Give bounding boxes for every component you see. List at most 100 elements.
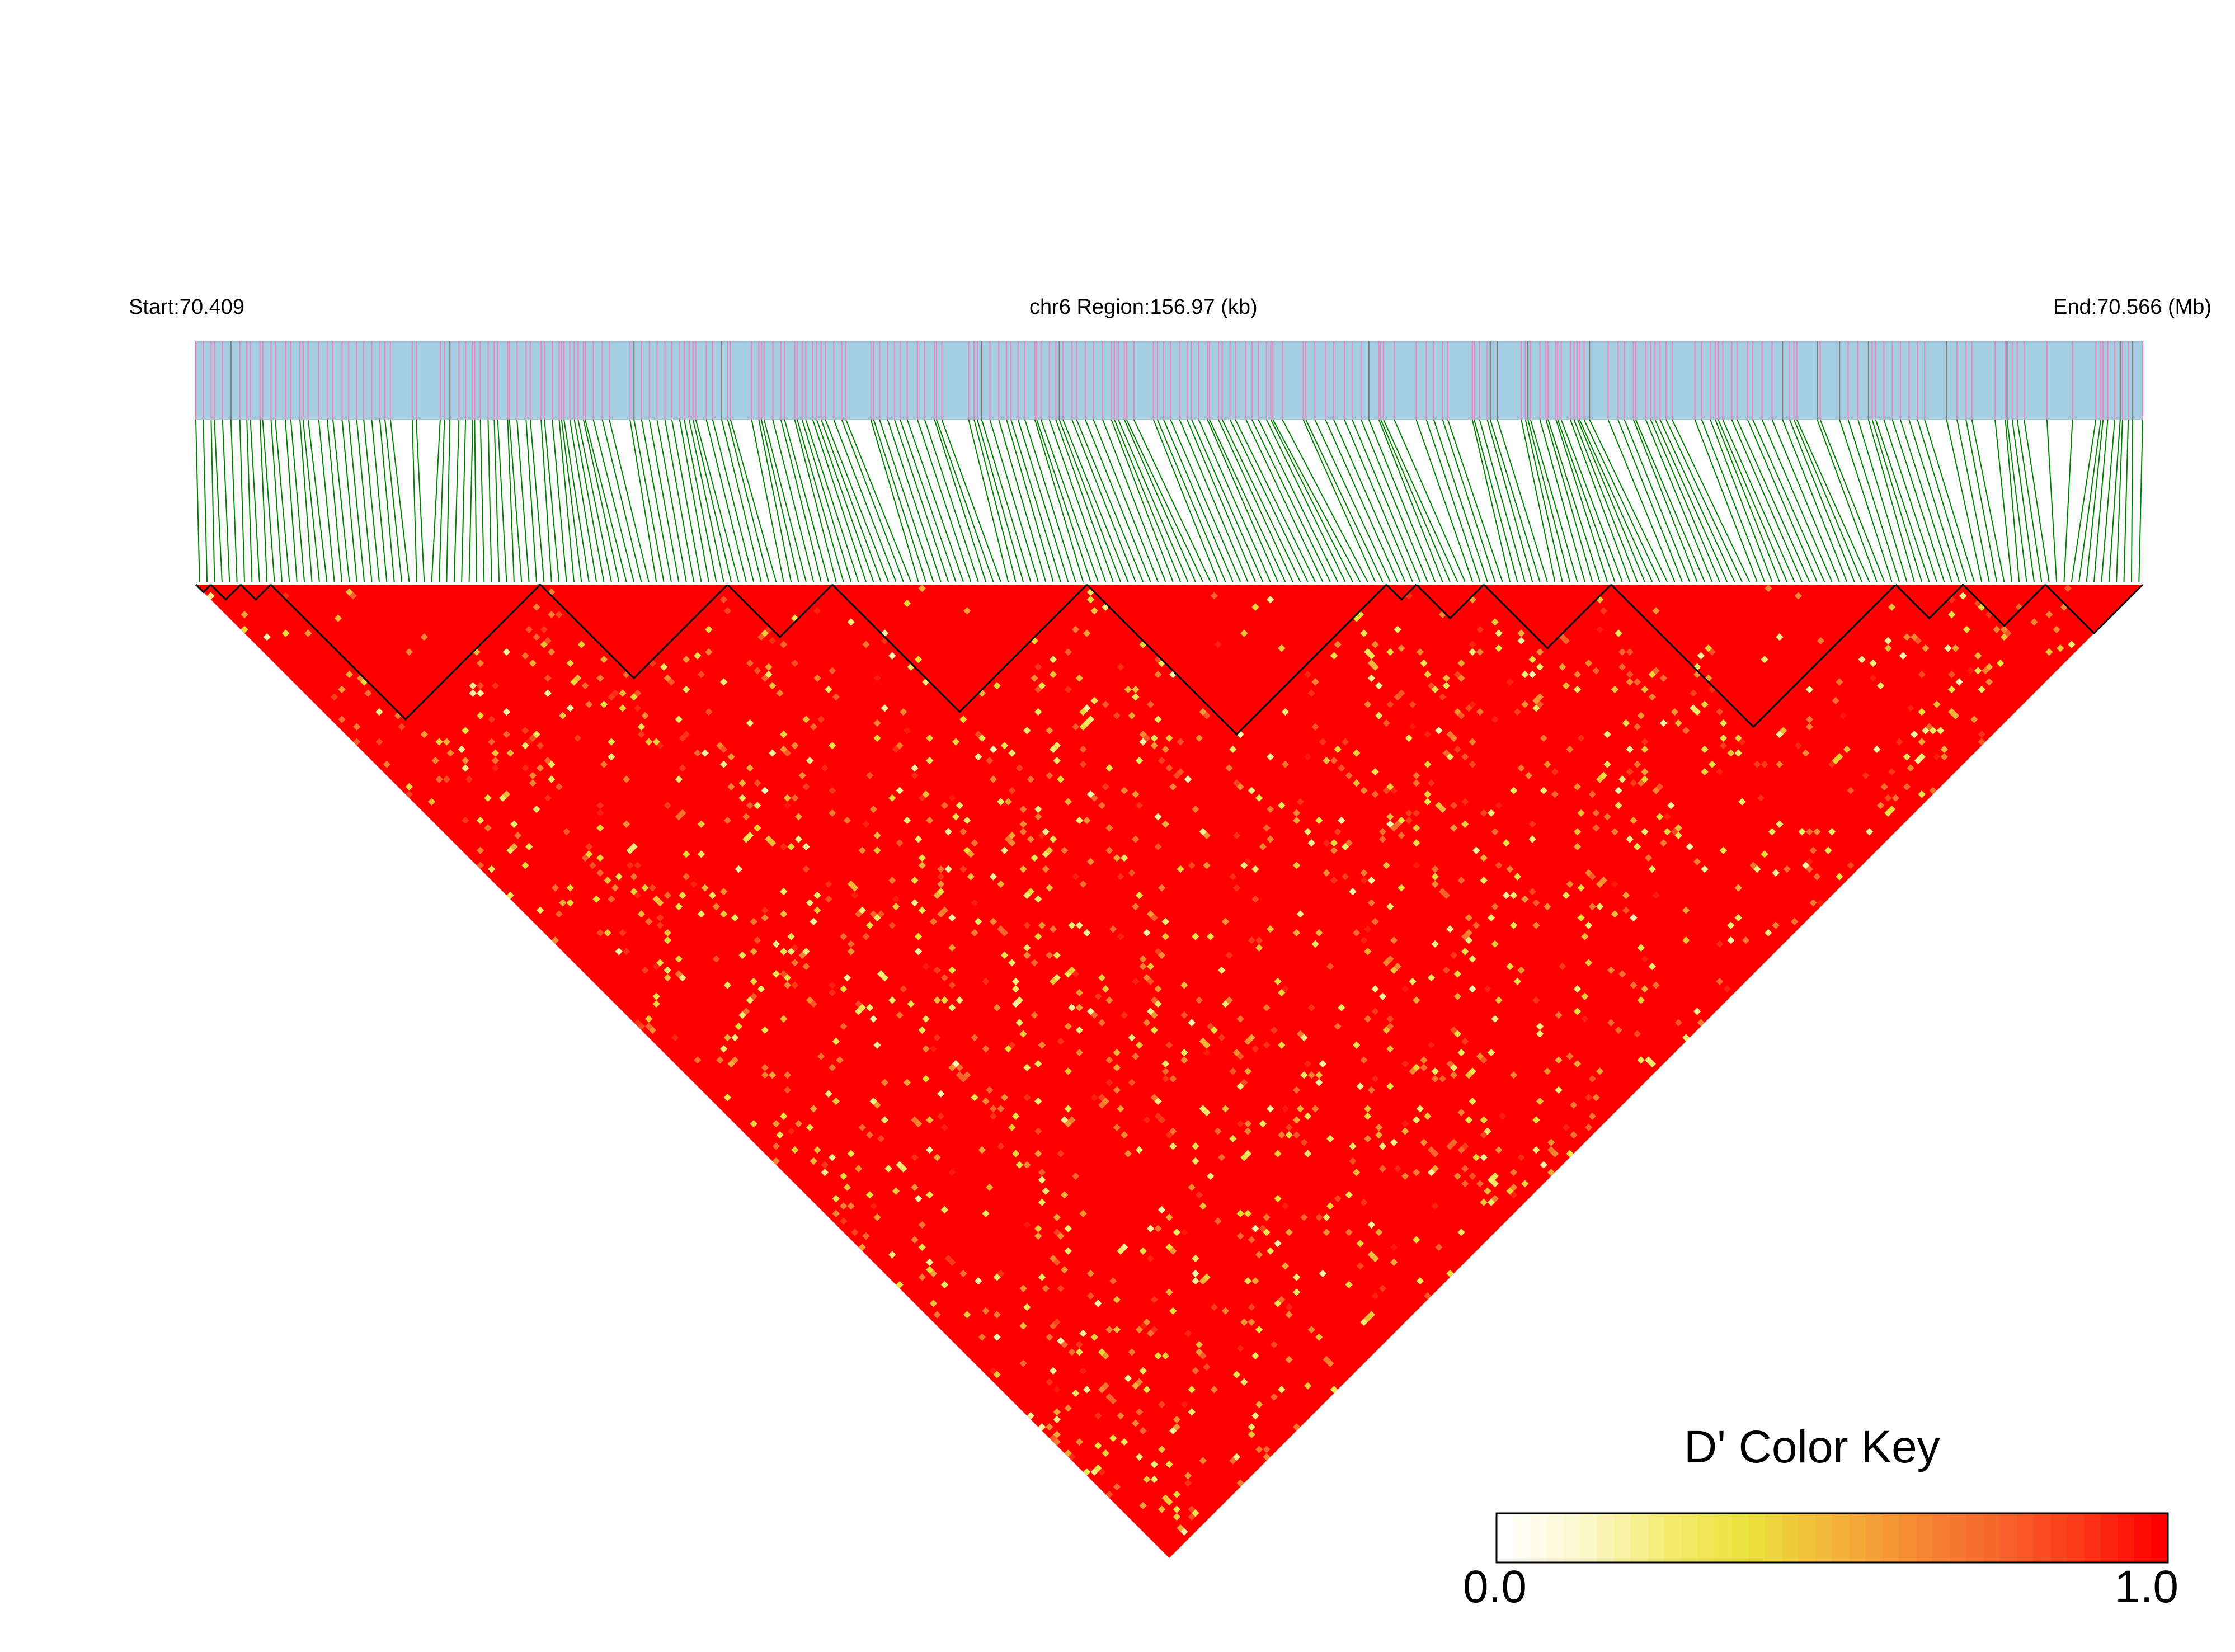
ld-cell <box>798 771 806 779</box>
ld-cell <box>1584 921 1593 929</box>
ld-cell <box>1113 1048 1121 1057</box>
ld-cell <box>1622 906 1630 914</box>
ld-cell <box>1236 1052 1244 1060</box>
ld-cell <box>420 731 428 738</box>
ld-cell <box>573 734 582 742</box>
ld-cell <box>1453 1030 1461 1038</box>
ld-cell <box>537 906 544 914</box>
ld-cell <box>1727 749 1735 757</box>
ld-cell <box>873 1041 881 1049</box>
ld-cell <box>600 700 608 708</box>
snp-connector <box>1378 419 1443 582</box>
ld-cell <box>806 899 814 907</box>
ld-cell <box>1121 1438 1128 1446</box>
ld-cell <box>1113 1296 1121 1303</box>
ld-cell <box>862 933 870 940</box>
ld-cell <box>1375 1229 1383 1236</box>
ld-cell <box>765 835 773 843</box>
ld-cell <box>750 992 757 1000</box>
ld-cell <box>1221 917 1230 925</box>
ld-cell <box>1315 816 1323 825</box>
ld-cell <box>705 625 713 633</box>
ld-cell <box>1169 1075 1177 1083</box>
ld-cell <box>978 1333 986 1341</box>
ld-cell <box>989 1112 997 1120</box>
ld-cell <box>727 753 735 761</box>
ld-cell <box>1727 921 1735 929</box>
snp-connector <box>664 419 695 582</box>
ld-cell <box>1046 771 1053 779</box>
ld-cell <box>1891 794 1899 802</box>
ld-cell <box>922 1015 930 1023</box>
ld-cell <box>1933 753 1941 761</box>
ld-cell <box>1630 816 1638 825</box>
ld-cell <box>1495 802 1503 809</box>
ld-cell <box>1326 1202 1334 1210</box>
ld-cell <box>1974 652 1982 660</box>
ld-cell <box>544 689 552 697</box>
ld-cell <box>1409 1067 1417 1075</box>
ld-cell <box>757 633 765 641</box>
ld-cell <box>562 828 571 836</box>
ld-cell <box>1836 678 1843 686</box>
ld-cell <box>1124 685 1132 694</box>
ld-cell <box>989 1105 997 1113</box>
ld-cell <box>1285 1303 1293 1311</box>
ld-cell <box>1888 768 1896 776</box>
ld-cell <box>1203 1363 1211 1371</box>
ld-cell <box>1884 637 1892 645</box>
ld-cell <box>1068 921 1076 929</box>
snp-connector <box>1344 419 1413 582</box>
ld-cell <box>982 977 990 986</box>
track-background <box>196 341 2143 420</box>
ld-cell <box>1034 1232 1042 1240</box>
ld-cell <box>911 764 919 772</box>
ld-cell <box>1371 1008 1379 1015</box>
ld-cell <box>1521 895 1529 903</box>
snp-connector <box>1489 419 1541 582</box>
ld-cell <box>742 813 750 821</box>
ld-cell <box>918 906 926 914</box>
ld-cell <box>1154 1352 1162 1360</box>
ld-cell <box>1551 1150 1559 1157</box>
ld-cell <box>982 1045 990 1053</box>
ld-cell <box>1364 925 1372 933</box>
ld-cell <box>1143 734 1151 742</box>
snp-connector <box>1282 419 1368 582</box>
snp-connector <box>1191 419 1264 582</box>
ld-cell <box>948 1169 956 1176</box>
ld-cell <box>723 1034 731 1042</box>
ld-cell <box>1341 738 1349 746</box>
ld-cell <box>1970 716 1978 723</box>
ld-cell <box>1544 760 1551 768</box>
ld-cell <box>1011 1112 1020 1120</box>
ld-cell <box>1633 723 1641 731</box>
ld-cell <box>1158 756 1166 765</box>
ld-cell <box>2064 585 2072 592</box>
ld-block-outline <box>195 583 211 594</box>
ld-cell <box>1225 996 1233 1004</box>
ld-cell <box>664 974 671 982</box>
ld-cell <box>1165 1213 1173 1221</box>
ld-cell <box>645 738 653 746</box>
ld-cell <box>892 895 900 903</box>
ld-cell <box>1382 787 1390 794</box>
ld-cell <box>1278 1386 1286 1394</box>
ld-cell <box>1648 865 1656 873</box>
ld-cell <box>656 914 664 922</box>
ld-cell <box>1413 1116 1420 1124</box>
ld-cell <box>1484 1187 1491 1195</box>
snp-connector <box>1524 419 1563 582</box>
ld-cell <box>1378 828 1387 836</box>
ld-cell <box>959 1269 967 1278</box>
snp-connector <box>1547 419 1601 582</box>
ld-cell <box>780 1015 788 1023</box>
snp-connector <box>758 419 792 582</box>
snp-connector <box>1352 419 1421 582</box>
ld-cell <box>1783 865 1791 873</box>
ld-cell <box>776 1131 784 1139</box>
ld-cell <box>2000 625 2008 633</box>
ld-cell <box>1023 1221 1031 1229</box>
snp-connector <box>250 419 260 582</box>
ld-cell <box>1794 592 1802 600</box>
